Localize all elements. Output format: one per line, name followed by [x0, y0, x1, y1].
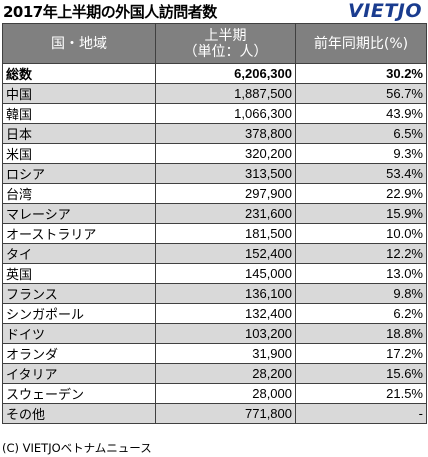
- yoy-change-cell: 30.2%: [295, 63, 427, 84]
- visitor-count-cell: 378,800: [155, 123, 296, 144]
- visitor-count-cell: 132,400: [155, 303, 296, 324]
- visitor-count-cell: 181,500: [155, 223, 296, 244]
- yoy-change-cell: 12.2%: [295, 243, 427, 264]
- vietjo-logo: VIETJO: [348, 0, 422, 22]
- visitor-count-cell: 297,900: [155, 183, 296, 204]
- table-row: 台湾 297,900 22.9%: [2, 183, 427, 204]
- header-period-line2: （単位：人）: [183, 43, 268, 60]
- visitor-count-cell: 28,200: [155, 363, 296, 384]
- yoy-change-cell: 15.9%: [295, 203, 427, 224]
- visitor-count-cell: 313,500: [155, 163, 296, 184]
- country-name-cell: マレーシア: [2, 203, 156, 224]
- table-row: 韓国 1,066,300 43.9%: [2, 103, 427, 124]
- yoy-change-cell: 18.8%: [295, 323, 427, 344]
- visitor-count-cell: 231,600: [155, 203, 296, 224]
- country-name-cell: ドイツ: [2, 323, 156, 344]
- table-row: シンガポール 132,400 6.2%: [2, 303, 427, 324]
- visitor-count-cell: 6,206,300: [155, 63, 296, 84]
- visitor-count-cell: 1,066,300: [155, 103, 296, 124]
- yoy-change-cell: 6.2%: [295, 303, 427, 324]
- country-name-cell: 台湾: [2, 183, 156, 204]
- table-row: オーストラリア 181,500 10.0%: [2, 223, 427, 244]
- yoy-change-cell: 9.3%: [295, 143, 427, 164]
- country-name-cell: オーストラリア: [2, 223, 156, 244]
- table-row: その他 771,800-: [2, 403, 427, 424]
- yoy-change-cell: 15.6%: [295, 363, 427, 384]
- table-row: タイ 152,400 12.2%: [2, 243, 427, 264]
- country-name-cell: ロシア: [2, 163, 156, 184]
- visitor-count-cell: 103,200: [155, 323, 296, 344]
- country-name-cell: 総数: [2, 63, 156, 84]
- table-row: 英国 145,000 13.0%: [2, 263, 427, 284]
- visitor-count-cell: 1,887,500: [155, 83, 296, 104]
- country-name-cell: 英国: [2, 263, 156, 284]
- table-row: フランス 136,100 9.8%: [2, 283, 427, 304]
- yoy-change-cell: 13.0%: [295, 263, 427, 284]
- table-row-total: 総数 6,206,300 30.2%: [2, 63, 427, 84]
- yoy-change-cell: 10.0%: [295, 223, 427, 244]
- yoy-change-cell: -: [295, 403, 427, 424]
- country-name-cell: その他: [2, 403, 156, 424]
- table-row: 米国 320,200 9.3%: [2, 143, 427, 164]
- visitor-count-cell: 145,000: [155, 263, 296, 284]
- header-period-line1: 上半期: [204, 27, 247, 44]
- yoy-change-cell: 53.4%: [295, 163, 427, 184]
- country-name-cell: 米国: [2, 143, 156, 164]
- header-change: 前年同期比(%): [295, 23, 427, 64]
- country-name-cell: オランダ: [2, 343, 156, 364]
- table-row: 日本 378,800 6.5%: [2, 123, 427, 144]
- page-title: 2017年上半期の外国人訪問者数: [3, 3, 217, 21]
- visitor-count-cell: 771,800: [155, 403, 296, 424]
- yoy-change-cell: 21.5%: [295, 383, 427, 404]
- header-country: 国・地域: [2, 23, 156, 64]
- table-row: 中国 1,887,500 56.7%: [2, 83, 427, 104]
- visitor-count-cell: 28,000: [155, 383, 296, 404]
- table-header-row: 国・地域 上半期 （単位：人） 前年同期比(%): [2, 23, 427, 64]
- yoy-change-cell: 9.8%: [295, 283, 427, 304]
- table-row: イタリア 28,200 15.6%: [2, 363, 427, 384]
- visitor-count-cell: 136,100: [155, 283, 296, 304]
- country-name-cell: フランス: [2, 283, 156, 304]
- table-body: 総数 6,206,300 30.2% 中国 1,887,500 56.7% 韓国 1,066,…: [2, 63, 427, 424]
- table-row: ロシア 313,500 53.4%: [2, 163, 427, 184]
- country-name-cell: 中国: [2, 83, 156, 104]
- yoy-change-cell: 17.2%: [295, 343, 427, 364]
- visitor-count-cell: 152,400: [155, 243, 296, 264]
- table-row: スウェーデン 28,000 21.5%: [2, 383, 427, 404]
- visitor-count-cell: 31,900: [155, 343, 296, 364]
- yoy-change-cell: 43.9%: [295, 103, 427, 124]
- header-period: 上半期 （単位：人）: [155, 23, 296, 64]
- table-row: オランダ 31,900 17.2%: [2, 343, 427, 364]
- table-row: マレーシア 231,600 15.9%: [2, 203, 427, 224]
- country-name-cell: スウェーデン: [2, 383, 156, 404]
- country-name-cell: イタリア: [2, 363, 156, 384]
- country-name-cell: タイ: [2, 243, 156, 264]
- copyright-footer: (C) VIETJOベトナムニュース: [2, 441, 152, 455]
- yoy-change-cell: 22.9%: [295, 183, 427, 204]
- country-name-cell: シンガポール: [2, 303, 156, 324]
- visitor-count-cell: 320,200: [155, 143, 296, 164]
- visitor-stats-table: 国・地域 上半期 （単位：人） 前年同期比(%) 総数 6,206,300 30.2…: [2, 23, 427, 424]
- yoy-change-cell: 56.7%: [295, 83, 427, 104]
- table-row: ドイツ 103,200 18.8%: [2, 323, 427, 344]
- header: 2017年上半期の外国人訪問者数 VIETJO: [0, 0, 428, 22]
- country-name-cell: 日本: [2, 123, 156, 144]
- country-name-cell: 韓国: [2, 103, 156, 124]
- yoy-change-cell: 6.5%: [295, 123, 427, 144]
